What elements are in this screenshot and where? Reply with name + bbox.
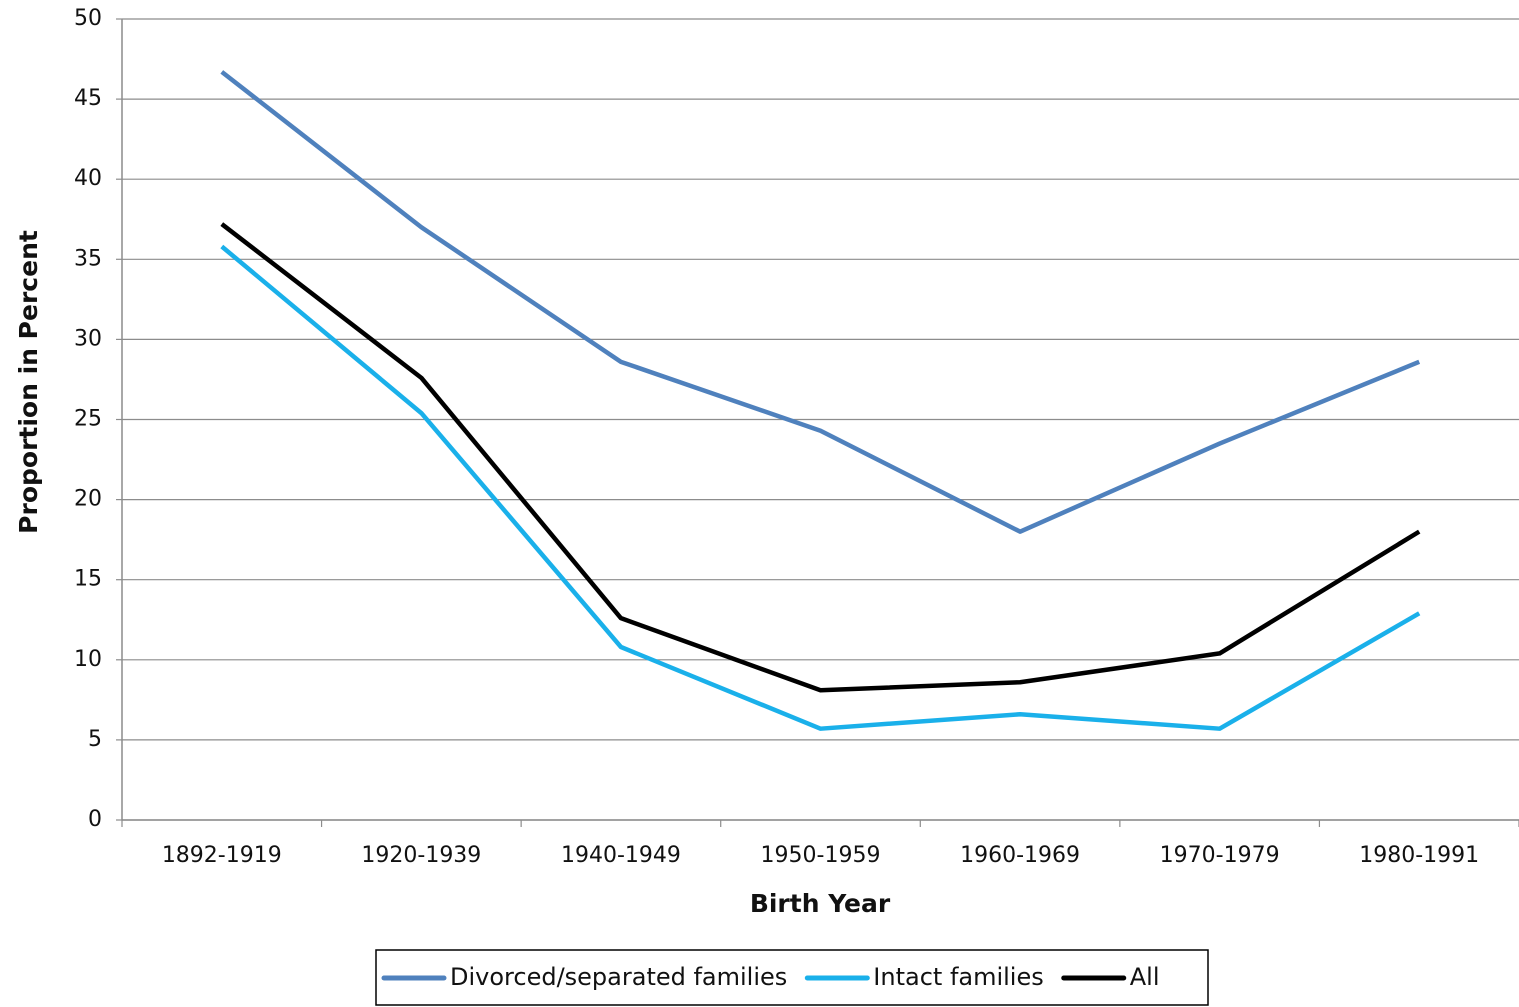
y-tick-label: 50	[74, 6, 102, 31]
legend-label: All	[1130, 963, 1160, 991]
x-tick-label: 1960-1969	[960, 843, 1080, 868]
y-tick-label: 15	[74, 567, 102, 592]
y-tick-label: 40	[74, 166, 102, 191]
legend-label: Intact families	[873, 963, 1043, 991]
x-tick-label: 1950-1959	[761, 843, 881, 868]
y-tick-label: 25	[74, 407, 102, 432]
y-tick-label: 30	[74, 326, 102, 351]
y-tick-label: 5	[88, 727, 102, 752]
legend-label: Divorced/separated families	[450, 963, 787, 991]
data-line	[220, 244, 1421, 731]
y-tick-label: 35	[74, 246, 102, 271]
y-tick-label: 20	[74, 487, 102, 512]
data-line	[220, 70, 1421, 534]
x-tick-label: 1892-1919	[162, 843, 282, 868]
y-axis-title: Proportion in Percent	[14, 230, 43, 534]
x-tick-label: 1920-1939	[361, 843, 481, 868]
x-tick-label: 1980-1991	[1359, 843, 1479, 868]
x-tick-label: 1970-1979	[1160, 843, 1280, 868]
x-axis-title: Birth Year	[750, 889, 891, 918]
x-tick-label: 1940-1949	[561, 843, 681, 868]
data-line	[220, 222, 1421, 693]
y-tick-label: 10	[74, 647, 102, 672]
y-tick-label: 0	[88, 807, 102, 832]
y-tick-label: 45	[74, 86, 102, 111]
